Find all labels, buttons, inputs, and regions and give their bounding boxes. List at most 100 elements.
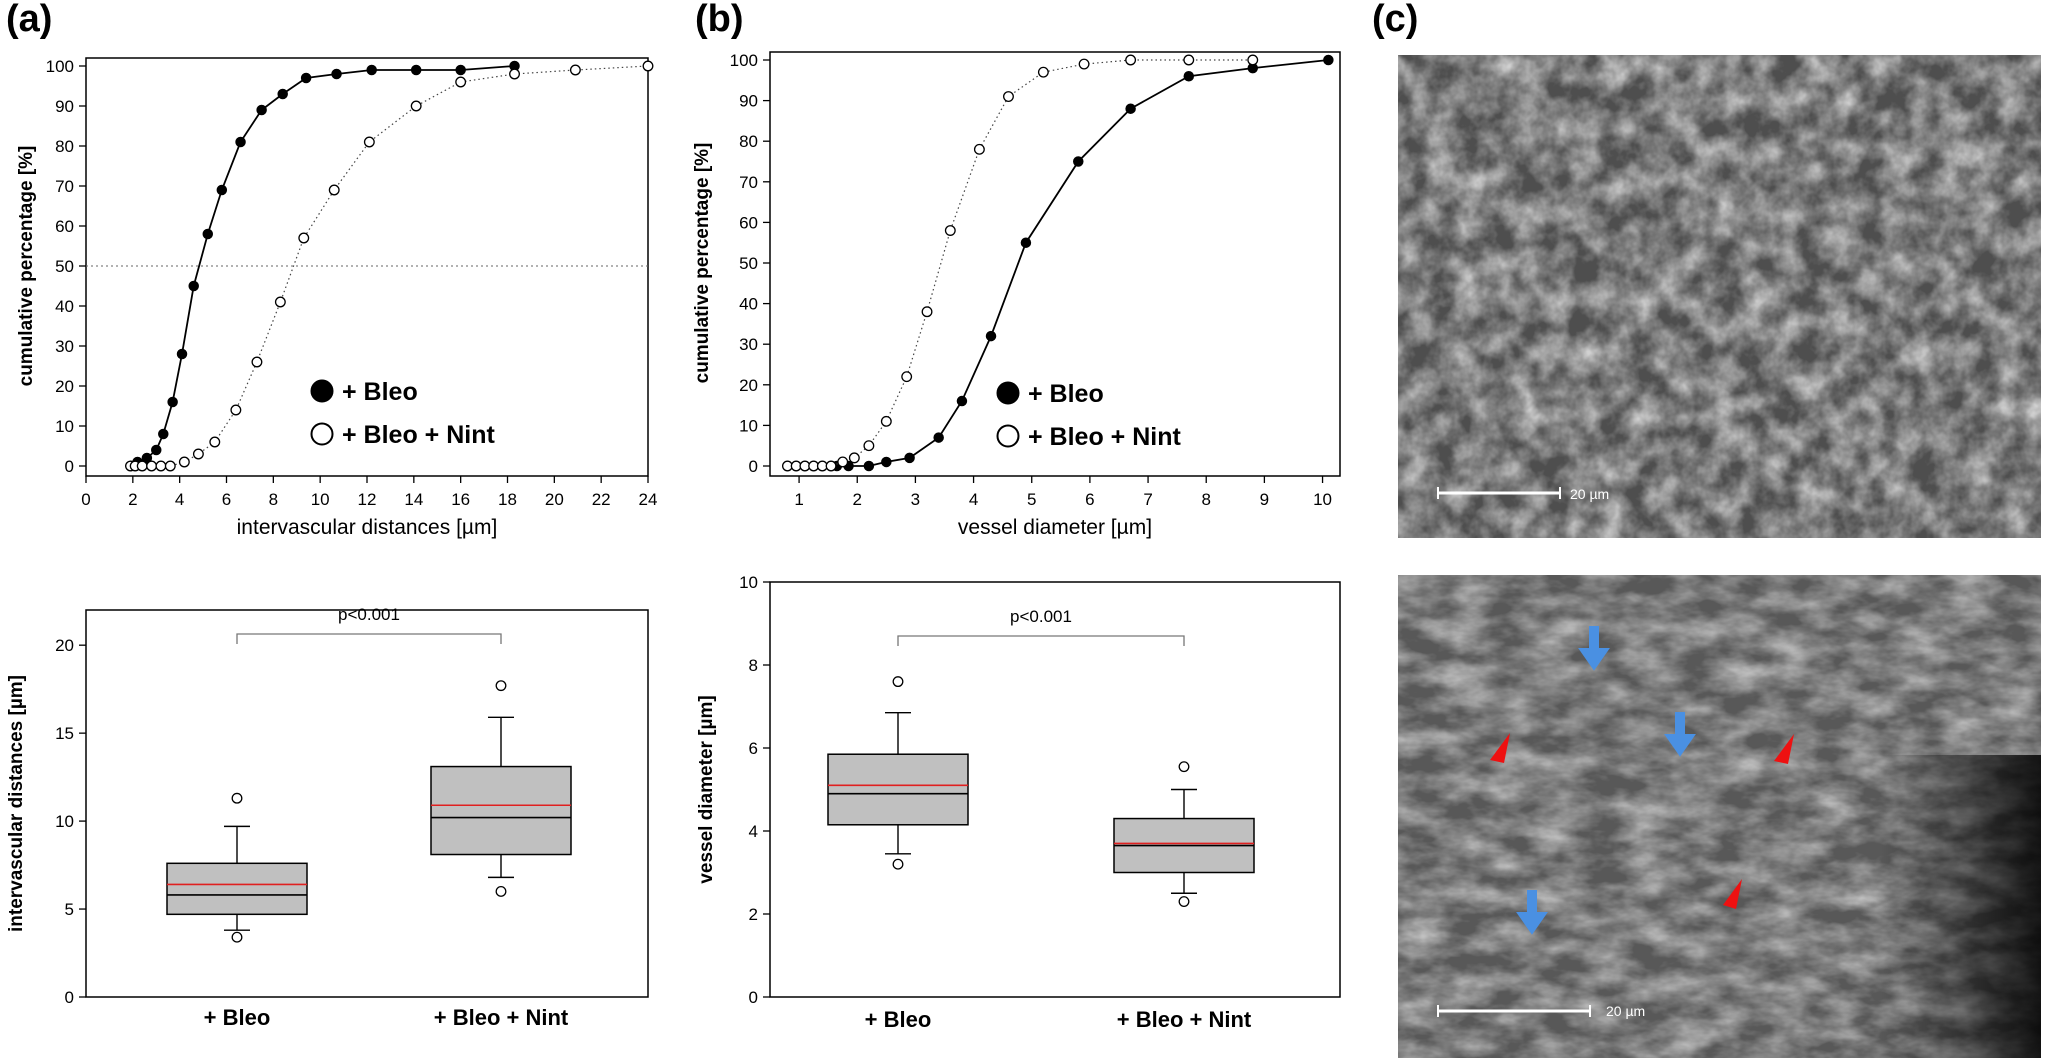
b-top-frame <box>769 51 1341 477</box>
a-top-series-0-point <box>176 348 188 360</box>
a-bottom-significance-bracket <box>236 633 502 644</box>
b-bottom-category-label-0: + Bleo <box>865 1007 932 1032</box>
b-top-series-1-point <box>1247 54 1259 66</box>
a-top-series-1-point <box>155 460 167 472</box>
a-top-legend-marker-0 <box>310 379 334 403</box>
b-top-ytick-label: 70 <box>739 173 758 192</box>
b-top-series-0-point <box>1073 156 1084 167</box>
panel-label-b: (b) <box>695 0 744 40</box>
b-top-series-1-point <box>880 415 892 427</box>
b-bottom-outlier-0 <box>892 676 904 688</box>
a-top-series-0-point <box>277 88 288 100</box>
b-top-series-0-point <box>1183 70 1195 82</box>
a-bottom-outlier-0 <box>231 931 243 943</box>
b-top-x-axis-label: vessel diameter [µm] <box>958 516 1152 539</box>
a-top-series-0-point <box>216 184 228 196</box>
a-bottom-category-label-0: + Bleo <box>204 1005 271 1030</box>
a-top-xtick-label: 10 <box>311 490 330 509</box>
a-top-series-1-point <box>136 460 148 472</box>
blue-arrow-icon <box>1516 890 1548 935</box>
b-top-legend-label-1: + Bleo + Nint <box>1028 423 1181 451</box>
a-bottom-category-label-1: + Bleo + Nint <box>434 1005 569 1030</box>
b-bottom-category-label-1: + Bleo + Nint <box>1117 1007 1252 1032</box>
panel-label-a: (a) <box>6 0 53 40</box>
a-bottom-outlier-1 <box>495 886 507 897</box>
a-top-series-1-point <box>178 456 190 468</box>
b-bottom-outlier-1 <box>1178 761 1190 773</box>
a-top-frame <box>85 57 649 477</box>
a-top-series-1-point <box>209 436 221 448</box>
b-bottom-frame <box>769 581 1341 998</box>
b-top-ytick-label: 90 <box>739 92 758 111</box>
a-bottom-ytick-label: 10 <box>55 812 74 831</box>
b-top-series-0-point <box>881 456 892 468</box>
b-top-series-1-point <box>837 456 849 468</box>
a-top-series-1-point <box>192 448 204 460</box>
a-top-series-1-point <box>274 296 286 308</box>
a-bottom-box-0 <box>166 862 308 916</box>
b-top-xtick-label: 5 <box>1027 490 1036 509</box>
a-top-xtick-label: 24 <box>639 490 658 509</box>
blue-arrow-icon <box>1578 626 1610 671</box>
a-top-legend-label-0: + Bleo <box>342 378 418 406</box>
a-top-series-0-point <box>150 444 162 456</box>
b-top-ytick-label: 30 <box>739 335 758 354</box>
b-top-xtick-label: 4 <box>969 490 978 509</box>
b-bottom-outlier-0 <box>892 858 904 870</box>
b-top-series-1-point <box>1125 54 1137 66</box>
red-arrowhead-icon <box>1774 734 1794 764</box>
a-top-ytick-label: 10 <box>55 417 74 436</box>
a-top-series-0-point <box>202 228 214 240</box>
a-top-series-0-point <box>235 136 246 148</box>
a-top-xtick-label: 2 <box>128 490 137 509</box>
b-top-ytick-label: 20 <box>739 376 758 395</box>
a-top-ytick-label: 30 <box>55 337 74 356</box>
a-top-series-1-point <box>410 100 422 112</box>
b-top-xtick-label: 10 <box>1313 490 1332 509</box>
a-top-series-0-point <box>158 428 169 440</box>
a-top-xtick-label: 20 <box>545 490 564 509</box>
a-top-xtick-label: 18 <box>498 490 517 509</box>
b-bottom-ytick-label: 6 <box>749 739 758 758</box>
b-bottom-ytick-label: 8 <box>749 656 758 675</box>
b-top-xtick-label: 6 <box>1085 490 1094 509</box>
b-top-series-1-point <box>1003 91 1014 102</box>
a-bottom-y-axis-label: intervascular distances [µm] <box>6 675 27 932</box>
b-top-series-1-point <box>901 371 913 383</box>
b-top-ytick-label: 60 <box>739 213 758 232</box>
red-arrowhead-icon <box>1490 733 1510 763</box>
a-top-xtick-label: 14 <box>404 490 423 509</box>
a-top-ytick-label: 50 <box>55 257 74 276</box>
a-top-series-1-point <box>251 356 263 368</box>
sem-image-bottom: 20 µm <box>1398 575 2041 1058</box>
a-top-ytick-label: 90 <box>55 97 74 116</box>
a-bottom-box-1 <box>430 765 572 856</box>
a-top-ytick-label: 20 <box>55 377 74 396</box>
b-top-xtick-label: 1 <box>794 490 803 509</box>
a-bottom-ytick-label: 20 <box>55 636 74 655</box>
a-top-series-0-point <box>256 104 267 116</box>
a-top-series-1-point <box>509 68 520 80</box>
a-top-legend-label-1: + Bleo + Nint <box>342 421 495 449</box>
a-top-xtick-label: 0 <box>81 490 90 509</box>
b-top-ytick-label: 10 <box>739 416 758 435</box>
a-top-series-1-point <box>328 184 340 196</box>
b-top-series-0-point <box>985 330 997 342</box>
a-top-xtick-label: 4 <box>175 490 184 509</box>
b-top-series-1-point <box>825 460 837 472</box>
b-top-series-1-point <box>1183 54 1195 66</box>
b-top-series-0-point <box>1323 54 1334 66</box>
a-top-series-1-point <box>298 232 310 244</box>
b-top-series-0-point <box>933 432 944 443</box>
a-top-series-0-point <box>331 68 342 80</box>
b-top-series-0-point <box>956 395 968 407</box>
a-top-x-axis-label: intervascular distances [µm] <box>237 516 498 539</box>
b-top-series-0-point <box>863 460 875 472</box>
b-top-series-1-point <box>944 225 956 236</box>
b-top-series-1-point <box>1078 58 1090 70</box>
b-top-xtick-label: 9 <box>1260 490 1269 509</box>
b-bottom-y-axis-label: vessel diameter [µm] <box>696 695 717 883</box>
b-top-series-1-point <box>848 452 860 464</box>
b-top-ytick-label: 50 <box>739 254 758 273</box>
b-top-xtick-label: 7 <box>1143 490 1152 509</box>
